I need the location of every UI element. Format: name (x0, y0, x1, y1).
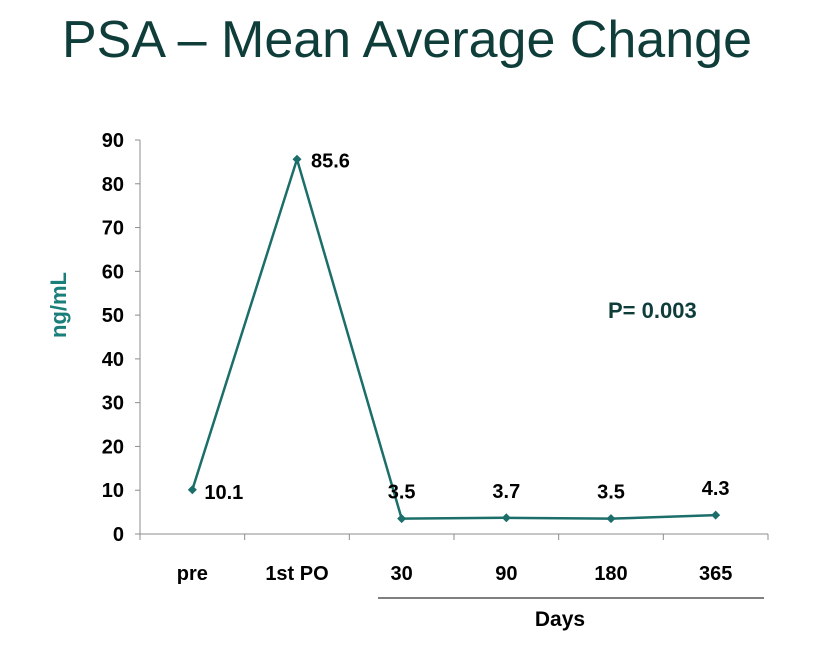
x-tick-label: 1st PO (265, 563, 328, 585)
data-label: 3.7 (492, 481, 520, 503)
data-point-marker (711, 510, 721, 520)
x-tick-label: 30 (391, 563, 413, 585)
series-group (187, 154, 721, 524)
data-point-marker (397, 514, 407, 524)
series-line (191, 154, 716, 520)
y-axis-label: ng/mL (46, 272, 71, 338)
data-point-marker (187, 485, 197, 495)
data-label: 85.6 (311, 150, 350, 172)
x-tick-label: 90 (495, 563, 517, 585)
data-label: 3.5 (388, 482, 416, 504)
data-point-marker (606, 514, 616, 524)
y-tick-label: 20 (102, 436, 124, 458)
y-tick-label: 10 (102, 480, 124, 502)
y-tick-label: 70 (102, 218, 124, 240)
data-label: 4.3 (702, 478, 730, 500)
y-axis-ticks: 0 10 20 30 40 50 60 70 80 90 (102, 130, 140, 546)
x-tick-label: 365 (699, 563, 732, 585)
y-tick-label: 60 (102, 261, 124, 283)
y-tick-label: 90 (102, 130, 124, 152)
data-label: 3.5 (597, 482, 625, 504)
data-point-marker (292, 154, 302, 164)
chart-title: PSA – Mean Average Change (62, 11, 752, 69)
y-tick-label: 50 (102, 305, 124, 327)
x-tick-label: pre (177, 563, 208, 585)
p-value-annotation: P= 0.003 (608, 298, 697, 323)
data-point-marker (501, 513, 511, 523)
x-tick-label: 180 (594, 563, 627, 585)
y-tick-label: 0 (113, 524, 124, 546)
y-tick-label: 40 (102, 349, 124, 371)
y-tick-label: 80 (102, 174, 124, 196)
x-axis-ticks: pre 1st PO 30 90 180 365 (139, 534, 769, 585)
y-tick-label: 30 (102, 393, 124, 415)
chart-axes (139, 140, 768, 535)
x-axis-label: Days (535, 608, 585, 631)
data-labels: 10.1 85.6 3.5 3.7 3.5 4.3 (204, 150, 729, 504)
data-label: 10.1 (204, 482, 243, 504)
